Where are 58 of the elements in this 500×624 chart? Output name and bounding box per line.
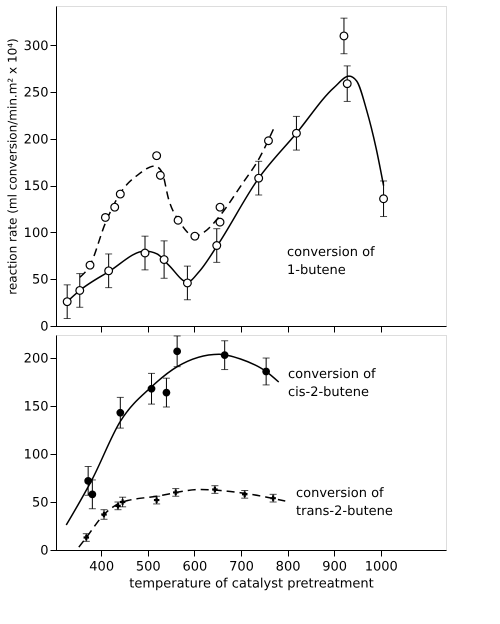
point xyxy=(104,266,114,276)
y-tick-label: 150 xyxy=(24,400,48,415)
point xyxy=(292,128,301,138)
y-tick-label: 0 xyxy=(40,320,48,334)
point xyxy=(339,31,348,40)
x-tick-label: 800 xyxy=(276,560,300,574)
point xyxy=(342,79,352,88)
point xyxy=(216,218,224,227)
point xyxy=(75,286,84,295)
x-axis-title: temperature of catalyst pretreatment xyxy=(129,576,374,592)
point xyxy=(173,347,182,356)
y-tick-label: 50 xyxy=(32,272,48,288)
point xyxy=(242,492,248,498)
annotation: conversion of 1-butene xyxy=(287,245,376,278)
y-tick-label: 150 xyxy=(24,179,48,194)
point xyxy=(182,278,192,288)
point xyxy=(264,136,273,146)
point xyxy=(152,151,162,160)
annotation: conversion of trans-2-butene xyxy=(296,486,393,519)
x-tick-label: 900 xyxy=(322,560,348,574)
point xyxy=(270,495,276,501)
point xyxy=(156,170,165,180)
y-tick-label: 200 xyxy=(24,352,48,367)
point xyxy=(254,174,264,183)
x-tick-label: 1000 xyxy=(364,560,398,574)
point xyxy=(162,388,170,396)
point xyxy=(140,248,150,258)
point xyxy=(190,232,200,241)
point xyxy=(86,260,94,270)
y-tick-label: 50 xyxy=(32,496,48,511)
annotation: conversion of cis-2-butene xyxy=(288,367,376,400)
x-tick-label: 500 xyxy=(136,560,161,574)
point xyxy=(262,368,270,376)
point xyxy=(220,351,229,360)
y-tick-label: 0 xyxy=(40,544,48,558)
y-tick-label: 100 xyxy=(24,448,48,463)
point xyxy=(88,490,96,498)
point xyxy=(100,212,110,222)
y-tick-label: 300 xyxy=(24,38,48,54)
point xyxy=(116,408,124,417)
point xyxy=(62,297,72,306)
point xyxy=(212,241,222,250)
x-tick-label: 700 xyxy=(229,560,254,574)
y-tick-label: 200 xyxy=(24,132,48,148)
y-tick-label: 250 xyxy=(24,86,48,101)
x-tick-label: 400 xyxy=(89,560,114,574)
y-axis-title: reaction rate (ml conversion/min.m² x 10⁴) xyxy=(6,38,20,295)
point xyxy=(174,216,183,225)
x-tick-label: 600 xyxy=(182,560,208,574)
point xyxy=(110,202,120,212)
point xyxy=(116,190,125,199)
point xyxy=(379,194,388,204)
y-tick-label: 100 xyxy=(24,226,48,241)
point xyxy=(216,202,224,212)
point xyxy=(84,477,92,485)
point xyxy=(160,255,169,264)
point xyxy=(148,384,156,393)
line-series xyxy=(78,488,286,548)
